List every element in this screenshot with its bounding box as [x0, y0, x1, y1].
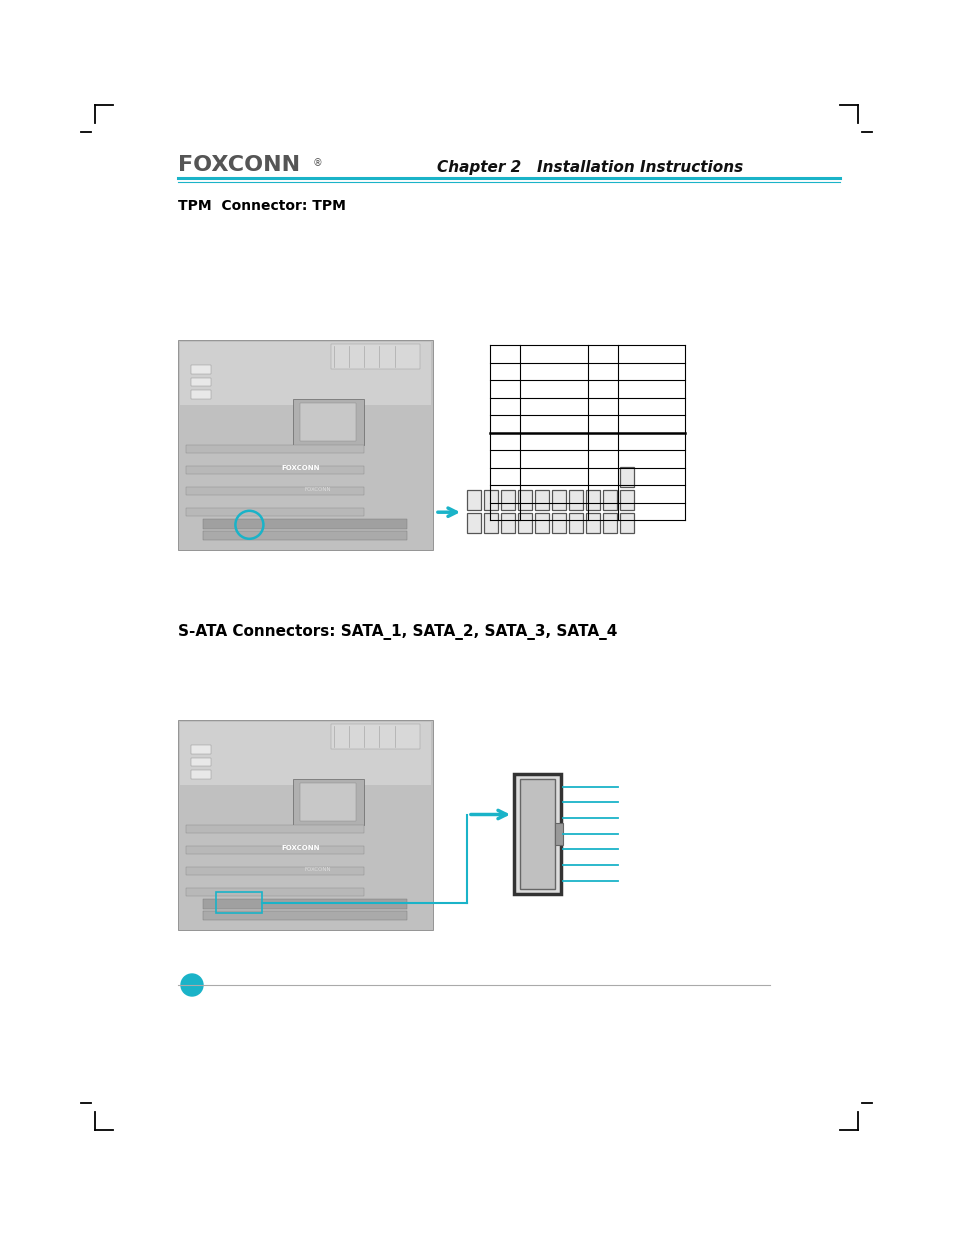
Bar	[186, 846, 364, 855]
Bar	[535, 514, 548, 534]
Circle shape	[181, 974, 203, 995]
Bar	[191, 745, 211, 753]
Bar	[216, 892, 262, 913]
Bar	[300, 403, 356, 441]
Bar	[519, 779, 555, 889]
Bar	[180, 342, 431, 405]
Bar	[203, 911, 407, 920]
Bar	[490, 345, 684, 520]
Text: FOXCONN: FOXCONN	[305, 487, 332, 493]
Bar	[500, 490, 515, 510]
Bar	[619, 514, 634, 534]
Bar	[191, 771, 211, 779]
Bar	[186, 508, 364, 516]
Bar	[203, 531, 407, 540]
Bar	[585, 514, 599, 534]
Bar	[555, 823, 562, 845]
Bar	[585, 490, 599, 510]
Bar	[186, 466, 364, 474]
Bar	[331, 345, 420, 369]
Text: ®: ®	[313, 158, 322, 168]
Bar	[483, 490, 497, 510]
Bar	[203, 899, 407, 909]
Bar	[331, 724, 420, 750]
Text: Chapter 2   Installation Instructions: Chapter 2 Installation Instructions	[436, 161, 742, 175]
Bar	[186, 867, 364, 876]
Text: FOXCONN: FOXCONN	[281, 466, 319, 472]
Text: S-ATA Connectors: SATA_1, SATA_2, SATA_3, SATA_4: S-ATA Connectors: SATA_1, SATA_2, SATA_3…	[178, 624, 617, 640]
Bar	[517, 490, 532, 510]
Bar	[293, 399, 364, 445]
Text: FOXCONN: FOXCONN	[281, 845, 319, 851]
Text: TPM  Connector: TPM: TPM Connector: TPM	[178, 199, 346, 212]
Bar	[186, 445, 364, 453]
Bar	[552, 490, 565, 510]
Bar	[178, 340, 433, 550]
Bar	[500, 514, 515, 534]
Bar	[186, 487, 364, 495]
Bar	[483, 514, 497, 534]
Bar	[568, 514, 582, 534]
Bar	[517, 514, 532, 534]
Bar	[186, 888, 364, 897]
Text: FOXCONN: FOXCONN	[178, 156, 300, 175]
Text: FOXCONN: FOXCONN	[305, 867, 332, 872]
Bar	[191, 390, 211, 399]
Bar	[619, 490, 634, 510]
Bar	[514, 774, 560, 894]
Bar	[602, 514, 617, 534]
Bar	[467, 514, 480, 534]
Bar	[178, 720, 433, 930]
Bar	[180, 722, 431, 785]
Bar	[602, 490, 617, 510]
Bar	[186, 825, 364, 834]
Bar	[191, 366, 211, 374]
Bar	[203, 519, 407, 529]
Bar	[191, 758, 211, 766]
Bar	[467, 490, 480, 510]
Bar	[191, 378, 211, 387]
Bar	[300, 783, 356, 821]
Bar	[535, 490, 548, 510]
Bar	[552, 514, 565, 534]
Bar	[619, 467, 634, 487]
Bar	[293, 779, 364, 825]
Bar	[568, 490, 582, 510]
